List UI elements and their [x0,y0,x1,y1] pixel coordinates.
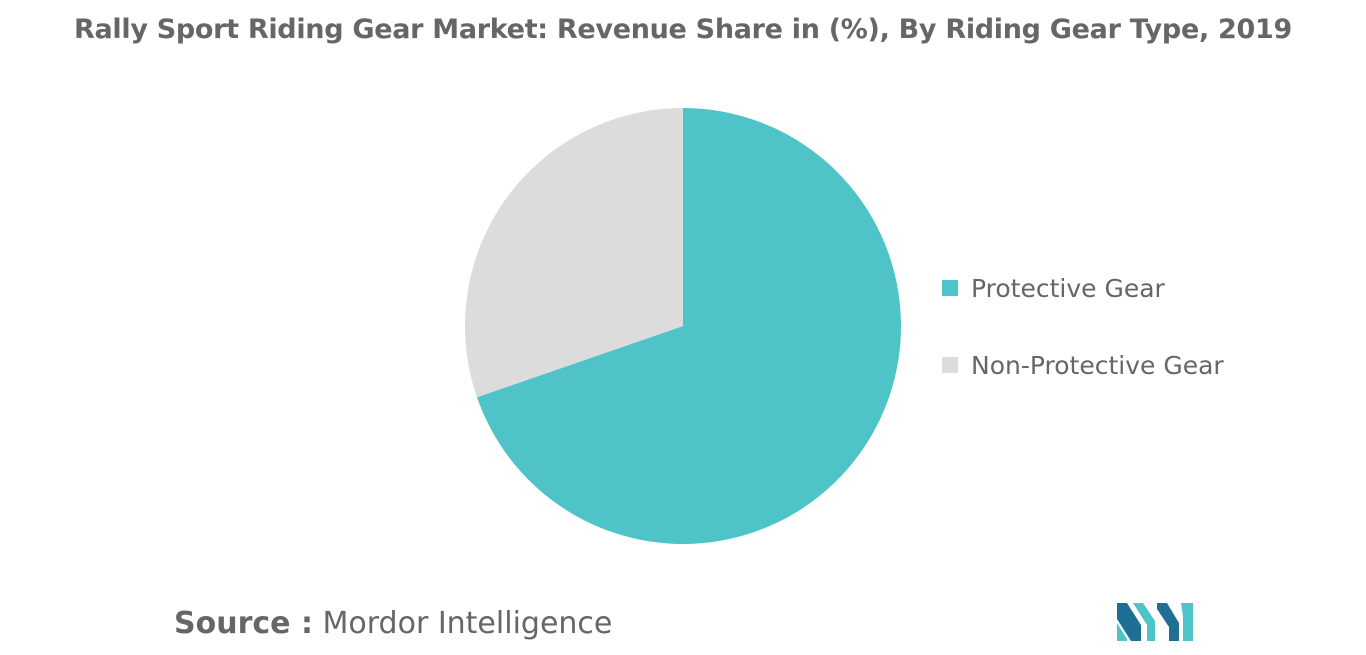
legend-label-non-protective-gear: Non-Protective Gear [971,350,1224,380]
mordor-intelligence-logo-icon [1117,603,1193,641]
chart-title: Rally Sport Riding Gear Market: Revenue … [74,14,1292,45]
source-value: Mordor Intelligence [322,606,613,641]
legend-swatch-protective-gear [942,280,958,296]
legend-label-protective-gear: Protective Gear [971,273,1165,303]
pie-slice-protective-gear [476,108,901,545]
legend-item-non-protective-gear: Non-Protective Gear [942,345,1224,385]
legend-item-protective-gear: Protective Gear [942,268,1224,308]
logo-right-dark [1157,603,1179,641]
logo-left-dark [1117,603,1141,641]
chart-legend: Protective Gear Non-Protective Gear [942,268,1224,422]
legend-swatch-non-protective-gear [942,357,958,373]
logo-right-light [1181,603,1193,641]
logo-center-light [1133,603,1155,641]
source-line: Source : Mordor Intelligence [174,606,612,641]
pie-slice-non-protective-gear [465,108,683,398]
logo-left-light [1117,623,1127,641]
source-key: Source : [174,606,313,641]
